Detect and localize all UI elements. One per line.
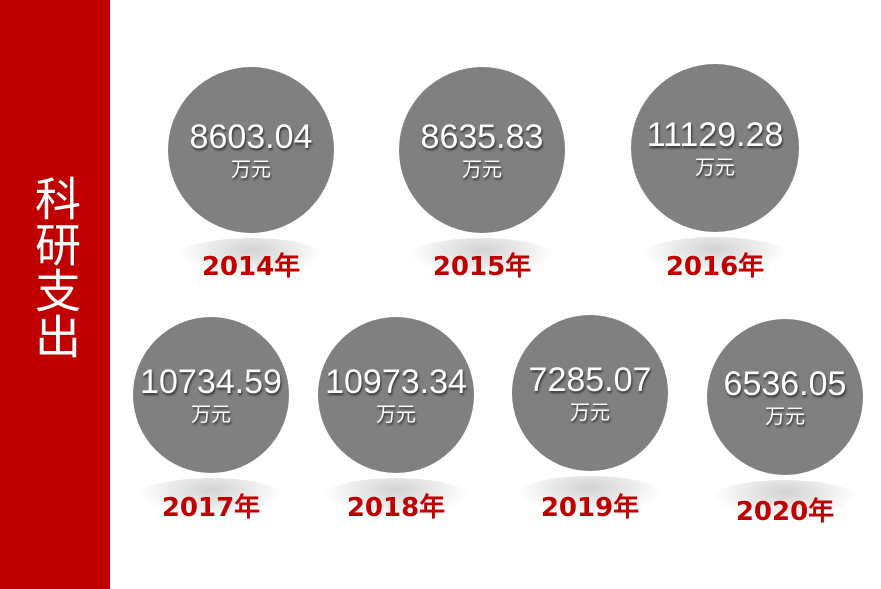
value-circle: 10734.59 万元 bbox=[133, 317, 289, 473]
unit-text: 万元 bbox=[231, 157, 271, 181]
circle-shadow bbox=[136, 478, 286, 518]
unit-text: 万元 bbox=[462, 157, 502, 181]
circle-shadow bbox=[321, 478, 471, 518]
value-circle: 8635.83 万元 bbox=[399, 67, 565, 233]
value-circle: 11129.28 万元 bbox=[631, 64, 799, 232]
year-label: 2019年 bbox=[540, 493, 640, 523]
circle-shadow bbox=[515, 476, 665, 516]
value-text: 6536.05 bbox=[723, 365, 847, 403]
value-text: 8635.83 bbox=[420, 118, 544, 156]
value-circle: 10973.34 万元 bbox=[318, 317, 474, 473]
value-text: 7285.07 bbox=[528, 361, 652, 399]
value-circle: 7285.07 万元 bbox=[512, 315, 668, 471]
unit-text: 万元 bbox=[570, 400, 610, 424]
circle-shadow bbox=[710, 480, 860, 520]
value-circle: 8603.04 万元 bbox=[168, 67, 334, 233]
year-label: 2018年 bbox=[346, 493, 446, 523]
value-text: 10734.59 bbox=[140, 363, 282, 401]
value-circle: 6536.05 万元 bbox=[707, 319, 863, 475]
unit-text: 万元 bbox=[765, 404, 805, 428]
year-label: 2014年 bbox=[201, 252, 301, 282]
year-label: 2017年 bbox=[161, 493, 261, 523]
unit-text: 万元 bbox=[376, 402, 416, 426]
circle-shadow bbox=[407, 238, 557, 278]
circle-shadow bbox=[176, 238, 326, 278]
value-text: 10973.34 bbox=[325, 363, 467, 401]
year-label: 2020年 bbox=[735, 497, 835, 527]
year-label: 2015年 bbox=[432, 252, 532, 282]
unit-text: 万元 bbox=[191, 402, 231, 426]
circle-shadow bbox=[640, 237, 790, 277]
title-band bbox=[0, 0, 110, 589]
unit-text: 万元 bbox=[695, 155, 735, 179]
value-text: 8603.04 bbox=[189, 118, 313, 156]
page-title: 科研支出 bbox=[28, 175, 82, 359]
value-text: 11129.28 bbox=[646, 116, 784, 154]
year-label: 2016年 bbox=[665, 252, 765, 282]
